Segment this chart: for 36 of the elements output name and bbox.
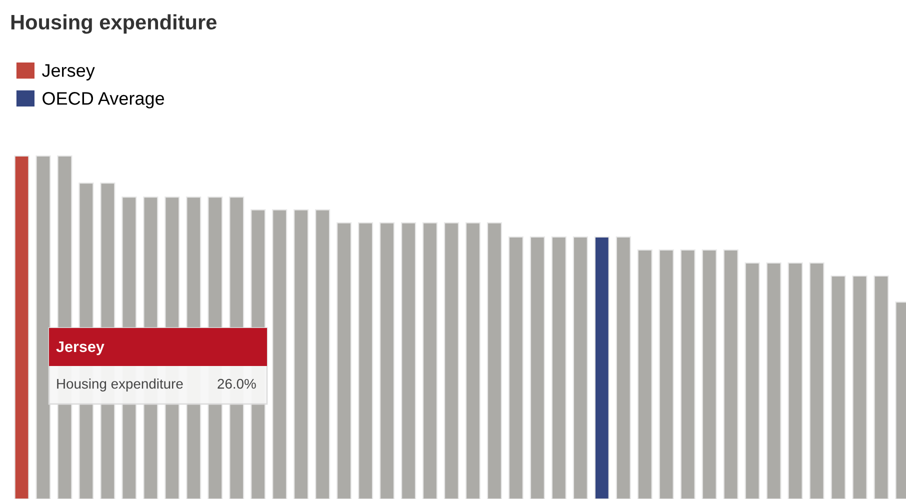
bar: [744, 262, 760, 499]
annotation: Housing expenditure: [57, 378, 183, 392]
bar: [315, 209, 330, 499]
bar: [766, 262, 782, 499]
bar: [358, 222, 374, 499]
bar: [508, 236, 524, 499]
bar: [530, 236, 545, 499]
bar: [723, 249, 738, 499]
bar: [809, 262, 824, 499]
bar: [616, 236, 631, 499]
bar: [551, 236, 566, 499]
bar: [272, 209, 288, 499]
bar: [486, 222, 502, 499]
bar: [637, 249, 652, 499]
bar: [572, 236, 588, 499]
annotation: Jersey: [56, 341, 104, 356]
bar: [444, 222, 460, 499]
bar: [594, 236, 610, 499]
bar: [400, 222, 416, 499]
bar: [294, 209, 309, 499]
chart-title: Housing expenditure: [11, 14, 216, 34]
bar: [874, 275, 889, 499]
bar: [830, 275, 846, 499]
legend-label: OECD Average: [42, 92, 164, 108]
annotation: 26.0%: [218, 378, 256, 389]
bar: [422, 222, 438, 499]
bar: [788, 262, 803, 499]
bar: [852, 275, 868, 499]
bar: [465, 222, 481, 499]
bar: [702, 249, 717, 499]
legend-label: Jersey: [42, 64, 95, 80]
bar: [14, 155, 30, 499]
bar: [658, 249, 674, 499]
bar: [680, 249, 696, 499]
bar: [380, 222, 395, 499]
bar: [336, 222, 352, 499]
